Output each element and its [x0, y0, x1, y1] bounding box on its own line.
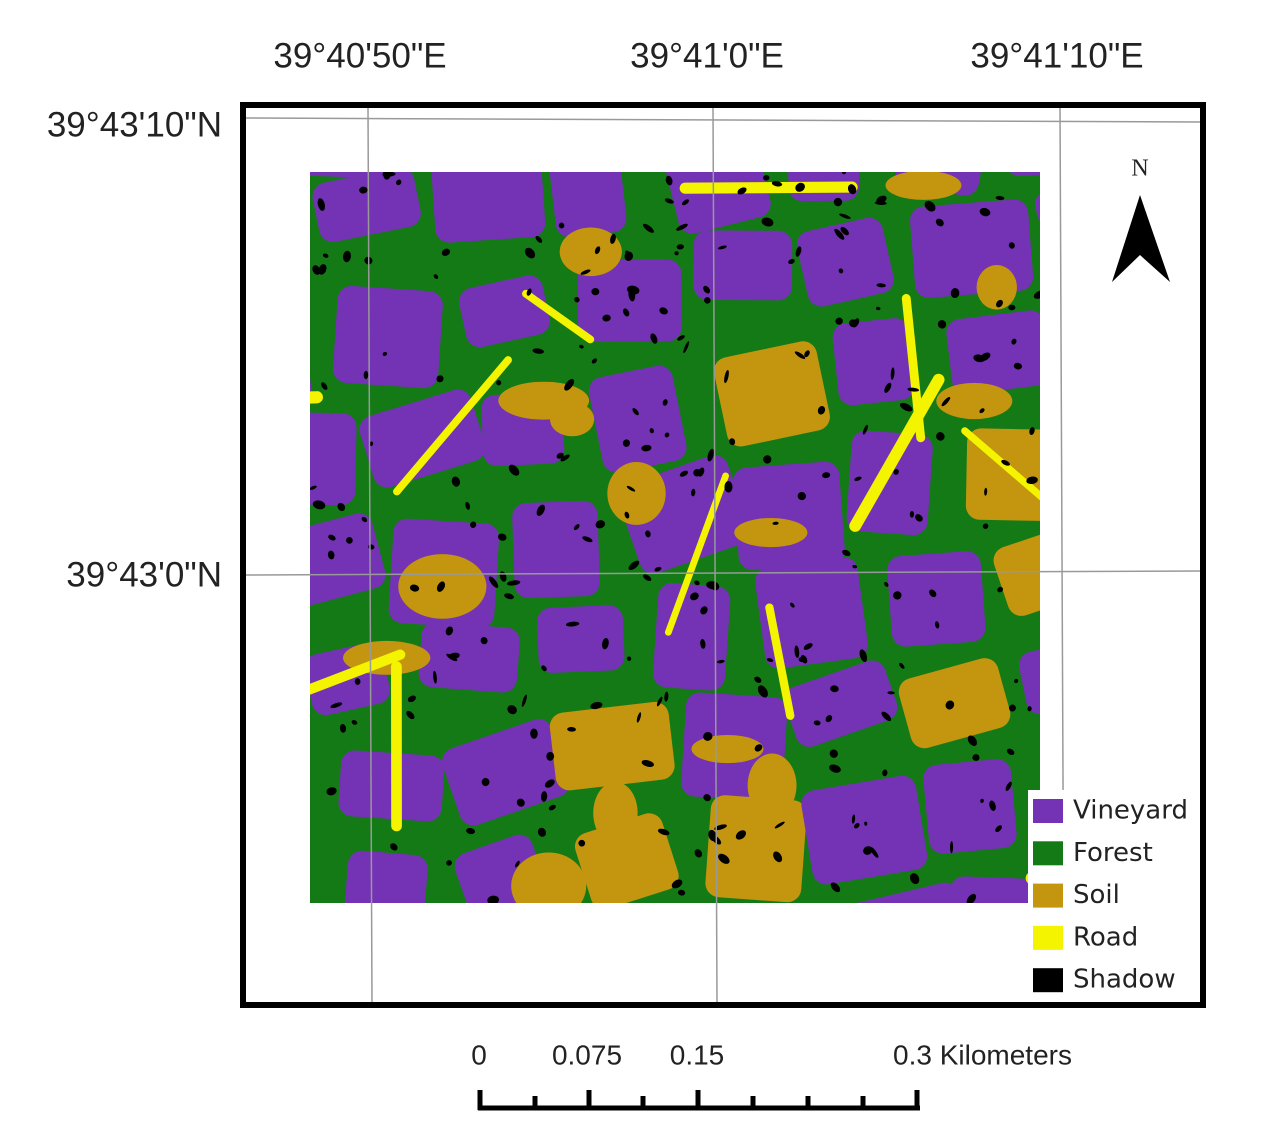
scale-label: 0.3 Kilometers — [893, 1039, 1072, 1070]
vineyard-patch — [536, 605, 625, 674]
legend: Vineyard Forest Soil Road Shadow — [1028, 790, 1188, 1002]
vineyard-patch — [1101, 0, 1207, 17]
soil-patch — [498, 382, 589, 420]
vineyard-patch — [418, 621, 521, 693]
scale-label: 0.075 — [552, 1039, 622, 1070]
vineyard-patch — [1249, 614, 1287, 706]
vineyard-patch — [799, 774, 929, 887]
scale-bar — [478, 1090, 920, 1110]
legend-label: Vineyard — [1073, 796, 1188, 826]
longitude-label: 39°41'10"E — [970, 36, 1143, 75]
vineyard-patch — [886, 550, 986, 647]
map: 39°40'50"E 39°41'0"E 39°41'10"E 39°43'10… — [0, 0, 1287, 1126]
vineyard-patch — [1266, 708, 1287, 804]
vineyard-patch — [945, 309, 1052, 396]
vineyard-patch — [332, 285, 444, 389]
legend-swatch — [1033, 884, 1063, 908]
latitude-label: 39°43'0"N — [66, 555, 222, 594]
legend-label: Road — [1073, 922, 1138, 952]
legend-swatch — [1033, 968, 1063, 992]
legend-swatch — [1033, 841, 1063, 865]
soil-patch — [607, 462, 665, 525]
north-label: N — [1131, 156, 1148, 182]
legend-label: Shadow — [1073, 965, 1176, 995]
soil-patch — [748, 754, 797, 818]
road — [685, 187, 852, 188]
longitude-label: 39°41'0"E — [630, 36, 784, 75]
vineyard-patch — [922, 758, 1018, 855]
legend-swatch — [1033, 799, 1063, 823]
soil-patch — [886, 171, 962, 200]
legend-label: Soil — [1073, 880, 1120, 910]
legend-label: Forest — [1073, 838, 1153, 868]
scale-label: 0 — [471, 1039, 487, 1070]
scale-label: 0.15 — [670, 1039, 725, 1070]
legend-swatch — [1033, 926, 1063, 950]
soil-patch — [691, 735, 763, 763]
soil-patch — [704, 794, 807, 903]
vineyard-patch — [512, 500, 601, 598]
longitude-label: 39°40'50"E — [273, 36, 446, 75]
soil-patch — [734, 518, 807, 547]
latitude-label: 39°43'10"N — [47, 105, 222, 144]
soil-patch — [593, 782, 637, 844]
vineyard-patch — [732, 461, 846, 571]
vineyard-patch — [831, 317, 916, 407]
vineyard-patch — [1230, 496, 1287, 595]
soil-patch — [548, 700, 676, 792]
